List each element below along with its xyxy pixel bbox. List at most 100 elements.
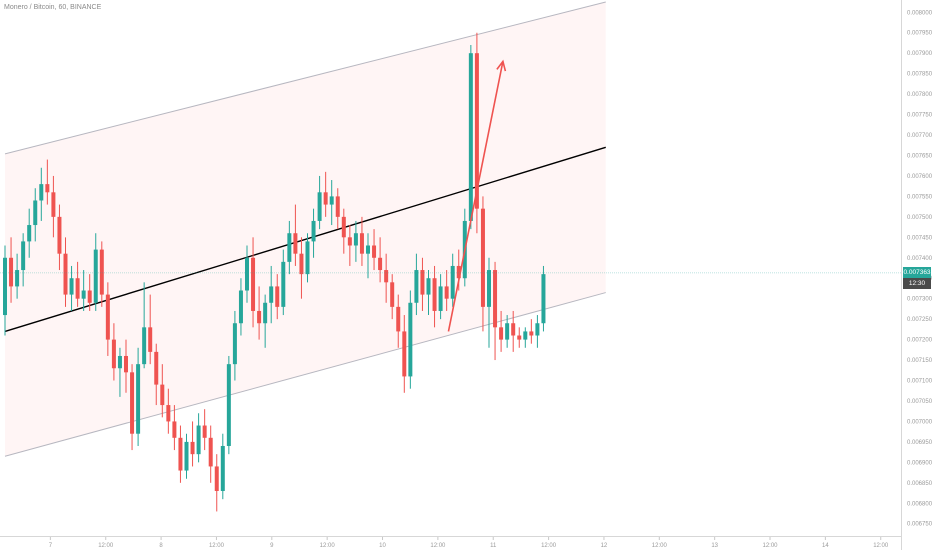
candle-body <box>408 302 413 377</box>
candle-body <box>63 253 68 295</box>
candle <box>184 433 189 479</box>
candle <box>335 188 340 230</box>
candle-body <box>426 278 431 295</box>
candle <box>257 286 262 340</box>
channel-lower-line[interactable] <box>4 292 606 457</box>
candle-body <box>311 220 316 242</box>
symbol-title: Monero / Bitcoin, 60, BINANCE <box>4 4 102 11</box>
candle <box>438 274 443 320</box>
candle-body <box>57 216 62 254</box>
price-tick-label: 0.006800 <box>907 501 932 507</box>
price-tick-label: 0.008000 <box>907 10 932 16</box>
candle-body <box>111 339 116 369</box>
candle-body <box>184 441 189 471</box>
channel-median-line[interactable] <box>4 146 606 333</box>
candle-body <box>329 196 334 205</box>
candle <box>432 265 437 328</box>
candle <box>493 261 498 361</box>
candle-body <box>257 310 262 324</box>
candle-body <box>75 278 80 299</box>
candle <box>372 229 377 271</box>
candle-body <box>468 53 473 221</box>
price-tick-label: 0.007750 <box>907 113 932 119</box>
candle <box>366 233 370 279</box>
candle-body <box>124 355 128 373</box>
time-tick-label: 12:00 <box>873 543 889 549</box>
time-axis-labels: 7 12:00 8 12:00 9 12:00 10 12:00 11 12:00 12 12:00 1… <box>49 537 889 549</box>
candle-body <box>390 282 395 307</box>
candle <box>263 294 268 348</box>
time-tick-label: 12:00 <box>98 543 114 549</box>
time-tick-label: 14 <box>822 543 829 549</box>
candle <box>281 249 286 316</box>
price-tick-label: 0.007200 <box>907 338 932 344</box>
candle-body <box>372 245 377 258</box>
candle-body <box>27 225 32 242</box>
candle <box>63 237 68 307</box>
candle-body <box>353 233 358 246</box>
candle-body <box>414 270 419 303</box>
candle-body <box>33 200 38 226</box>
price-tick-label: 0.007800 <box>907 92 932 98</box>
price-tick-label: 0.006850 <box>907 481 932 487</box>
candle-body <box>81 290 86 299</box>
candle <box>269 265 274 324</box>
time-tick-label: 10 <box>379 543 386 549</box>
candle <box>311 208 316 258</box>
candle <box>130 364 135 451</box>
price-tick-label: 0.007500 <box>907 215 932 221</box>
candle-body <box>366 245 370 254</box>
candle <box>299 237 304 299</box>
candle-body <box>493 270 498 328</box>
candle-body <box>456 265 461 279</box>
time-tick-label: 11 <box>490 543 497 549</box>
candle <box>384 253 389 303</box>
candle <box>33 188 38 242</box>
candle <box>523 327 528 348</box>
candle <box>208 425 213 483</box>
candle <box>105 282 110 356</box>
candle <box>178 425 183 483</box>
candle-body <box>117 355 122 369</box>
price-tick-label: 0.006950 <box>907 440 932 446</box>
candle <box>245 245 249 303</box>
candle-body <box>341 216 346 238</box>
time-axis[interactable]: 7 12:00 8 12:00 9 12:00 10 12:00 11 12:00 12 12:00 1… <box>0 536 901 551</box>
candle <box>172 405 177 451</box>
channel-upper-line[interactable] <box>4 1 606 155</box>
candle-body <box>238 290 243 324</box>
forecast-arrow[interactable] <box>447 61 504 332</box>
forecast-arrow-head <box>496 59 507 72</box>
candle <box>214 454 219 512</box>
candle <box>99 241 104 307</box>
candle <box>517 327 522 348</box>
candle-body <box>505 323 510 340</box>
price-tick-label: 0.007300 <box>907 297 932 303</box>
candle-body <box>232 323 237 365</box>
time-tick-label: 12:00 <box>320 543 336 549</box>
candle <box>287 220 292 275</box>
candle-body <box>87 290 92 303</box>
candle <box>408 290 413 389</box>
candle-body <box>105 294 110 340</box>
candle <box>353 220 358 262</box>
price-tick-label: 0.007050 <box>907 399 932 405</box>
candle <box>275 274 280 320</box>
time-tick-label: 7 <box>49 543 53 549</box>
candle <box>390 274 395 320</box>
candle-body <box>317 192 322 221</box>
candle <box>111 323 116 381</box>
time-tick-label: 13 <box>711 543 718 549</box>
candle-body <box>39 184 44 201</box>
candle <box>196 413 201 463</box>
candle-body <box>359 233 364 254</box>
time-tick-label: 12:00 <box>763 543 779 549</box>
candle-body <box>511 323 516 336</box>
time-tick-label: 12:00 <box>209 543 225 549</box>
candle-body <box>160 384 165 406</box>
candle-body <box>190 441 195 455</box>
time-tick-label: 12 <box>601 543 608 549</box>
candle-body <box>93 249 98 303</box>
